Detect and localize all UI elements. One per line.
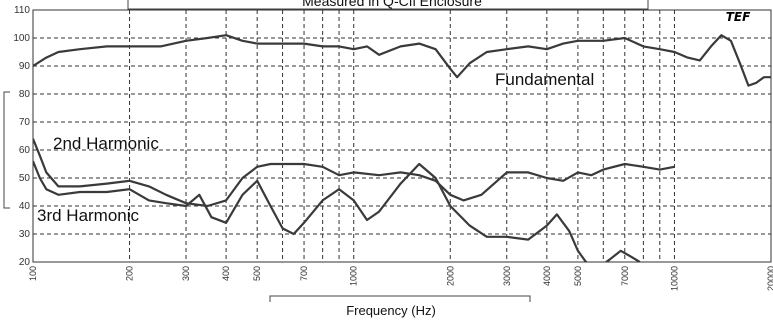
x-tick-label: 1000	[349, 266, 359, 286]
series-3rd-harmonic-line	[33, 160, 641, 262]
x-tick-label: 2000	[445, 266, 455, 286]
plot-frame	[32, 9, 772, 263]
y-tick-label: 60	[19, 145, 31, 156]
logo: TEF	[726, 10, 751, 24]
x-tick-label: 10000	[669, 266, 679, 291]
x-tick-label: 4000	[542, 266, 552, 286]
series-fundamental-line	[33, 34, 771, 87]
y-tick-label: 40	[19, 201, 31, 212]
annotation-2nd-harmonic: 2nd Harmonic	[53, 134, 159, 153]
y-tick-label: 20	[19, 257, 31, 268]
x-tick-label: 3000	[502, 266, 512, 286]
series-2nd-harmonic-line	[33, 138, 675, 208]
chart-title: Measured in Q-Cfl Enclosure	[302, 0, 482, 9]
x-axis-bracket-line	[269, 295, 531, 302]
x-tick-labels: 100 200 300 400 500 700 1000 2000 3000 4000 5000 70…	[28, 266, 773, 291]
x-tick-label: 500	[252, 266, 262, 281]
title-box-outline	[127, 0, 649, 10]
y-tick-label: 30	[19, 229, 31, 240]
x-tick-label: 7000	[620, 266, 630, 286]
y-tick-label: 70	[19, 117, 31, 128]
x-tick-label: 700	[299, 266, 309, 281]
series-layer	[33, 34, 771, 262]
logo-text: TEF	[726, 10, 751, 24]
title-box: Measured in Q-Cfl Enclosure	[127, 0, 649, 10]
x-tick-label: 5000	[573, 266, 583, 286]
y-tick-label: 110	[14, 5, 30, 16]
x-tick-label: 20000	[766, 266, 773, 291]
y-tick-labels: 20 30 40 50 60 70 80 90 100 110	[13, 5, 30, 268]
x-tick-label: 200	[125, 266, 135, 281]
annotation-fundamental: Fundamental	[495, 70, 594, 89]
y-tick-label: 50	[19, 173, 31, 184]
x-axis-label-bracket: Frequency (Hz)	[269, 295, 531, 318]
annotation-3rd-harmonic: 3rd Harmonic	[37, 206, 140, 225]
y-tick-label: 80	[19, 89, 31, 100]
y-tick-label: 90	[19, 61, 31, 72]
x-tick-label: 400	[221, 266, 231, 281]
side-bracket	[3, 91, 10, 209]
x-tick-label: 300	[181, 266, 191, 281]
x-axis-label: Frequency (Hz)	[346, 303, 436, 318]
x-tick-label: 100	[28, 266, 38, 281]
y-tick-label: 100	[13, 33, 30, 44]
